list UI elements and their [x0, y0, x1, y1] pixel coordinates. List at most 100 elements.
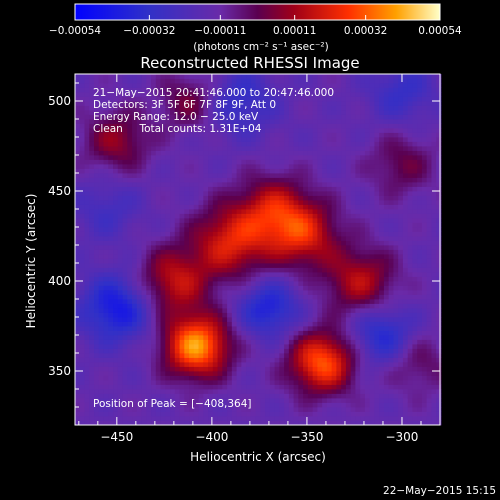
heatmap-cell	[284, 375, 290, 381]
heatmap-cell	[336, 303, 342, 309]
heatmap-cell	[222, 150, 228, 156]
heatmap-cell	[94, 195, 100, 201]
heatmap-cell	[241, 222, 247, 228]
heatmap-cell	[79, 236, 85, 241]
heatmap-cell	[146, 375, 152, 381]
heatmap-cell	[198, 402, 204, 408]
heatmap-cell	[369, 299, 375, 304]
heatmap-cell	[312, 218, 318, 223]
heatmap-cell	[151, 294, 157, 300]
heatmap-cell	[312, 128, 318, 133]
heatmap-cell	[117, 389, 123, 394]
heatmap-cell	[298, 222, 304, 228]
heatmap-cell	[341, 177, 347, 183]
heatmap-cell	[136, 222, 142, 228]
heatmap-cell	[364, 335, 371, 340]
heatmap-cell	[227, 389, 233, 394]
heatmap-cell	[103, 132, 109, 138]
heatmap-cell	[279, 272, 285, 277]
heatmap-cell	[165, 267, 171, 273]
heatmap-cell	[350, 407, 356, 412]
heatmap-cell	[203, 263, 209, 268]
heatmap-cell	[75, 150, 81, 156]
heatmap-cell	[208, 317, 214, 322]
heatmap-cell	[94, 308, 100, 313]
heatmap-cell	[155, 159, 161, 165]
heatmap-cell	[274, 308, 280, 313]
heatmap-cell	[75, 384, 81, 390]
heatmap-cell	[364, 141, 371, 147]
heatmap-cell	[317, 195, 323, 201]
heatmap-cell	[198, 105, 204, 111]
heatmap-cell	[222, 231, 228, 237]
heatmap-cell	[103, 348, 109, 354]
heatmap-cell	[317, 141, 323, 147]
heatmap-cell	[132, 191, 138, 196]
heatmap-cell	[336, 204, 342, 210]
heatmap-cell	[317, 186, 323, 192]
heatmap-cell	[274, 164, 280, 169]
heatmap-cell	[174, 420, 180, 426]
heatmap-cell	[227, 83, 233, 88]
heatmap-cell	[184, 240, 190, 246]
heatmap-cell	[355, 87, 361, 93]
heatmap-cell	[122, 159, 128, 165]
heatmap-cell	[231, 119, 237, 124]
heatmap-cell	[94, 222, 100, 228]
heatmap-cell	[160, 299, 166, 304]
heatmap-cell	[122, 96, 128, 102]
heatmap-cell	[222, 123, 228, 129]
heatmap-cell	[160, 227, 166, 232]
heatmap-cell	[317, 263, 323, 268]
heatmap-cell	[189, 137, 195, 142]
heatmap-cell	[151, 155, 157, 160]
heatmap-cell	[146, 168, 152, 174]
heatmap-cell	[136, 416, 142, 421]
heatmap-cell	[255, 137, 261, 142]
heatmap-cell	[246, 146, 252, 151]
heatmap-cell	[117, 416, 123, 421]
heatmap-cell	[350, 357, 356, 363]
heatmap-cell	[151, 263, 157, 268]
heatmap-cell	[113, 303, 119, 309]
heatmap-cell	[113, 362, 119, 367]
heatmap-cell	[94, 312, 100, 318]
heatmap-cell	[288, 245, 295, 250]
heatmap-cell	[122, 339, 128, 345]
heatmap-cell	[103, 218, 109, 223]
heatmap-cell	[212, 173, 218, 178]
heatmap-cell	[322, 344, 328, 349]
heatmap-cell	[360, 353, 366, 358]
heatmap-cell	[326, 128, 333, 133]
heatmap-cell	[222, 128, 228, 133]
heatmap-cell	[241, 357, 247, 363]
heatmap-cell	[113, 267, 119, 273]
heatmap-cell	[132, 281, 138, 286]
heatmap-cell	[307, 141, 314, 147]
heatmap-cell	[179, 348, 185, 354]
heatmap-cell	[208, 276, 214, 282]
heatmap-cell	[165, 74, 171, 79]
heatmap-cell	[117, 218, 123, 223]
heatmap-cell	[174, 200, 180, 205]
heatmap-cell	[136, 299, 142, 304]
heatmap-cell	[141, 366, 147, 372]
heatmap-cell	[326, 119, 333, 124]
heatmap-cell	[250, 420, 256, 426]
heatmap-cell	[113, 182, 119, 187]
heatmap-cell	[231, 74, 237, 79]
heatmap-cell	[369, 398, 375, 403]
heatmap-cell	[79, 416, 85, 421]
heatmap-cell	[345, 402, 352, 408]
heatmap-cell	[203, 375, 209, 381]
heatmap-cell	[108, 245, 114, 250]
heatmap-cell	[303, 92, 309, 97]
heatmap-cell	[193, 218, 199, 223]
heatmap-cell	[284, 285, 290, 291]
heatmap-cell	[236, 362, 242, 367]
heatmap-cell	[303, 326, 309, 331]
heatmap-cell	[198, 366, 204, 372]
heatmap-cell	[364, 411, 371, 417]
heatmap-cell	[307, 312, 314, 318]
heatmap-cell	[303, 159, 309, 165]
